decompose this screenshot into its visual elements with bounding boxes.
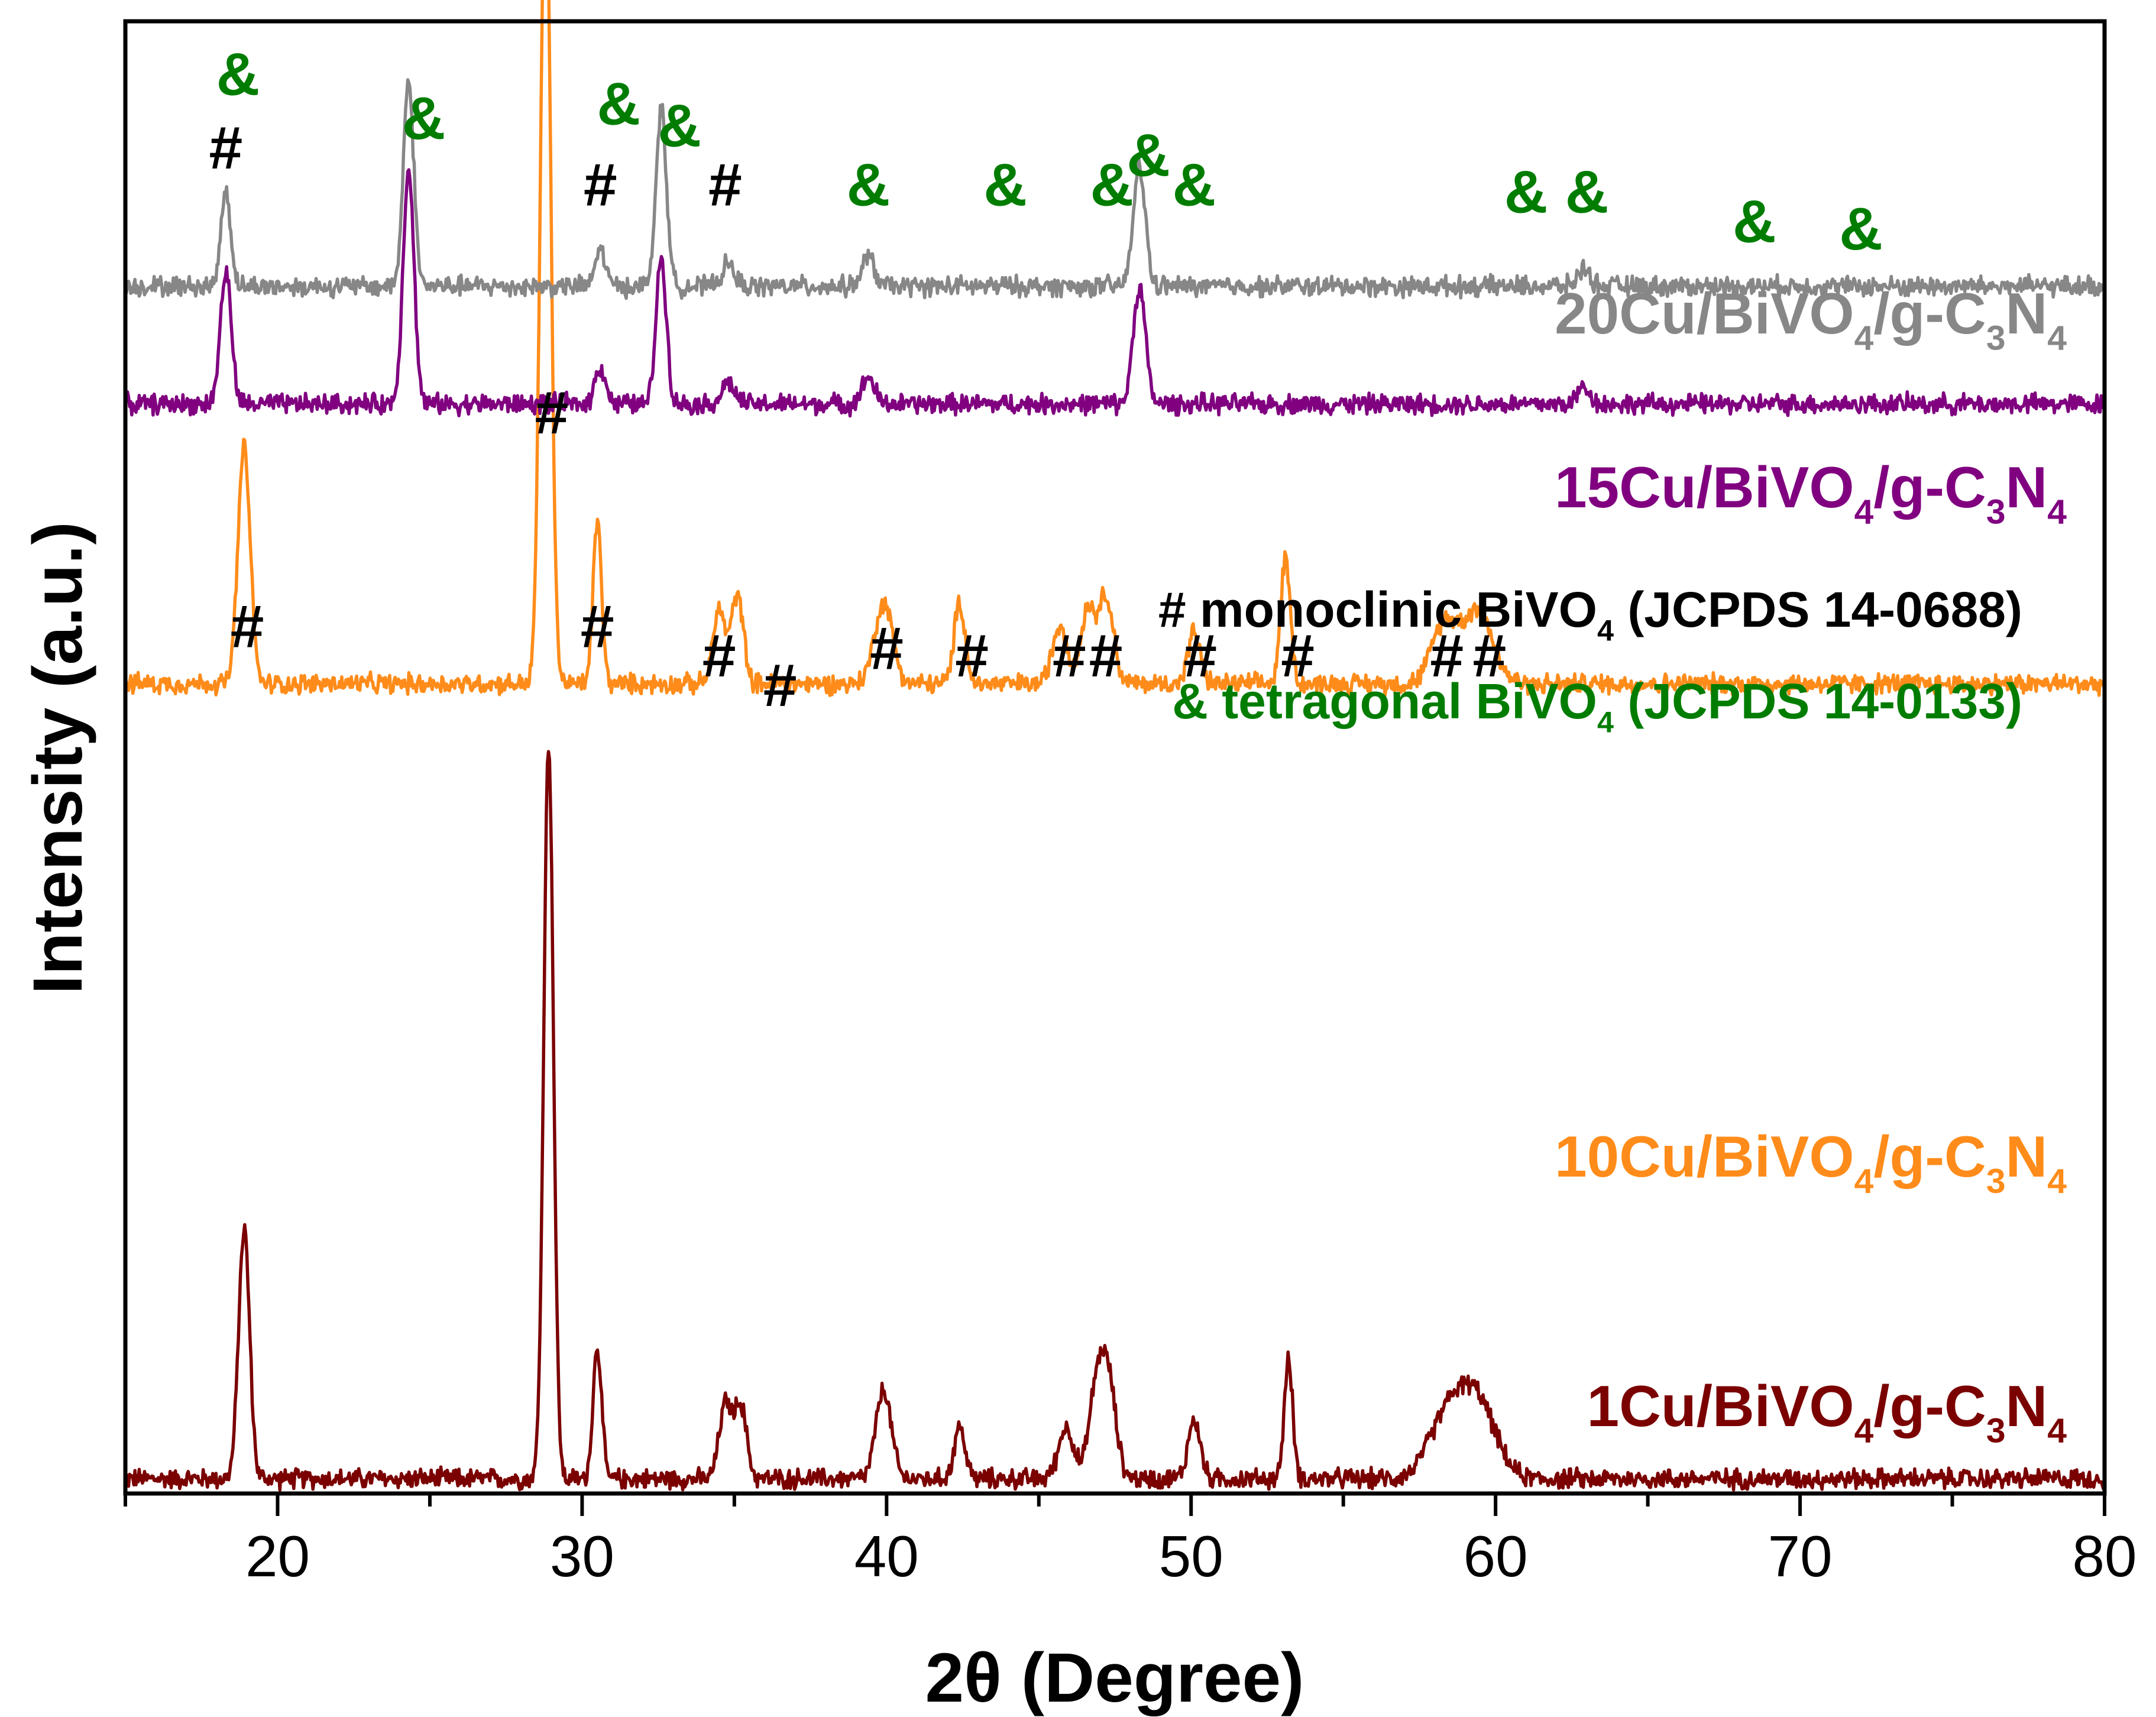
tetragonal-peak-marker: & — [1733, 188, 1776, 255]
phase-legend-entry-2: & tetragonal BiVO4 (JCPDS 14-0133) — [1172, 673, 2022, 739]
phase-legend-entry-1: # monoclinic BiVO4 (JCPDS 14-0688) — [1158, 582, 2022, 647]
tetragonal-peak-marker: & — [597, 70, 640, 137]
monoclinic-peak-marker: # — [584, 151, 617, 218]
x-tick-label: 60 — [1464, 1524, 1528, 1589]
series-line-2 — [124, 0, 2106, 697]
tetragonal-peak-marker: & — [402, 85, 446, 152]
series-label-3: 15Cu/BiVO4/g-C3N4 — [1555, 455, 2067, 531]
monoclinic-peak-marker: # — [955, 622, 989, 689]
x-tick-label: 30 — [550, 1524, 614, 1589]
x-tick-label: 20 — [245, 1524, 310, 1589]
tetragonal-peak-marker: & — [216, 41, 260, 108]
series-line-1 — [124, 750, 2106, 1492]
monoclinic-peak-marker: # — [1430, 622, 1464, 689]
monoclinic-peak-marker: # — [763, 652, 797, 719]
series-label-1: 1Cu/BiVO4/g-C3N4 — [1587, 1373, 2067, 1450]
phase-legend: # monoclinic BiVO4 (JCPDS 14-0688) & tetr… — [1158, 582, 2022, 739]
monoclinic-peak-marker: # — [1053, 622, 1086, 689]
peak-markers: #&&#& &# & & && & & & & &## # # ## # # # # # # # — [209, 41, 1883, 719]
x-tick-label: 70 — [1768, 1524, 1833, 1589]
monoclinic-peak-marker: # — [1281, 622, 1315, 689]
y-axis-title: Intensity (a.u.) — [19, 521, 97, 994]
tetragonal-peak-marker: & — [658, 92, 701, 160]
monoclinic-peak-marker: # — [708, 151, 742, 218]
plot-frame — [123, 19, 2107, 1496]
series-layer — [124, 0, 2106, 1492]
monoclinic-peak-marker: # — [1472, 622, 1506, 689]
monoclinic-peak-marker: # — [1183, 622, 1217, 689]
series-label-4: 20Cu/BiVO4/g-C3N4 — [1555, 281, 2067, 357]
monoclinic-peak-marker: # — [1089, 622, 1123, 689]
series-label-2: 10Cu/BiVO4/g-C3N4 — [1555, 1124, 2067, 1200]
monoclinic-peak-marker: # — [703, 622, 736, 689]
series-line-3 — [124, 168, 2106, 418]
x-tick-label: 50 — [1159, 1524, 1223, 1589]
monoclinic-peak-marker: # — [535, 379, 569, 446]
monoclinic-peak-marker: # — [209, 114, 243, 182]
tetragonal-peak-marker: & — [1504, 158, 1548, 226]
x-axis: 20 30 40 50 60 70 80 — [124, 1494, 2137, 1589]
monoclinic-peak-marker: # — [231, 592, 264, 660]
tetragonal-peak-marker: & — [1090, 151, 1134, 218]
tetragonal-peak-marker: & — [983, 151, 1027, 218]
tetragonal-peak-marker: & — [1565, 158, 1609, 226]
series-labels: 1Cu/BiVO4/g-C3N4 10Cu/BiVO4/g-C3N4 15Cu/Bi… — [1555, 281, 2067, 1450]
tetragonal-peak-marker: & — [847, 151, 891, 218]
monoclinic-peak-marker: # — [870, 615, 904, 682]
monoclinic-peak-marker: # — [581, 592, 614, 660]
x-axis-title: 2θ (Degree) — [925, 1639, 1304, 1717]
series-line-4 — [124, 78, 2106, 300]
tetragonal-peak-marker: & — [1126, 121, 1170, 189]
x-tick-label: 40 — [854, 1524, 919, 1589]
x-tick-label: 80 — [2072, 1524, 2136, 1589]
tetragonal-peak-marker: & — [1839, 195, 1883, 263]
tetragonal-peak-marker: & — [1173, 151, 1216, 218]
